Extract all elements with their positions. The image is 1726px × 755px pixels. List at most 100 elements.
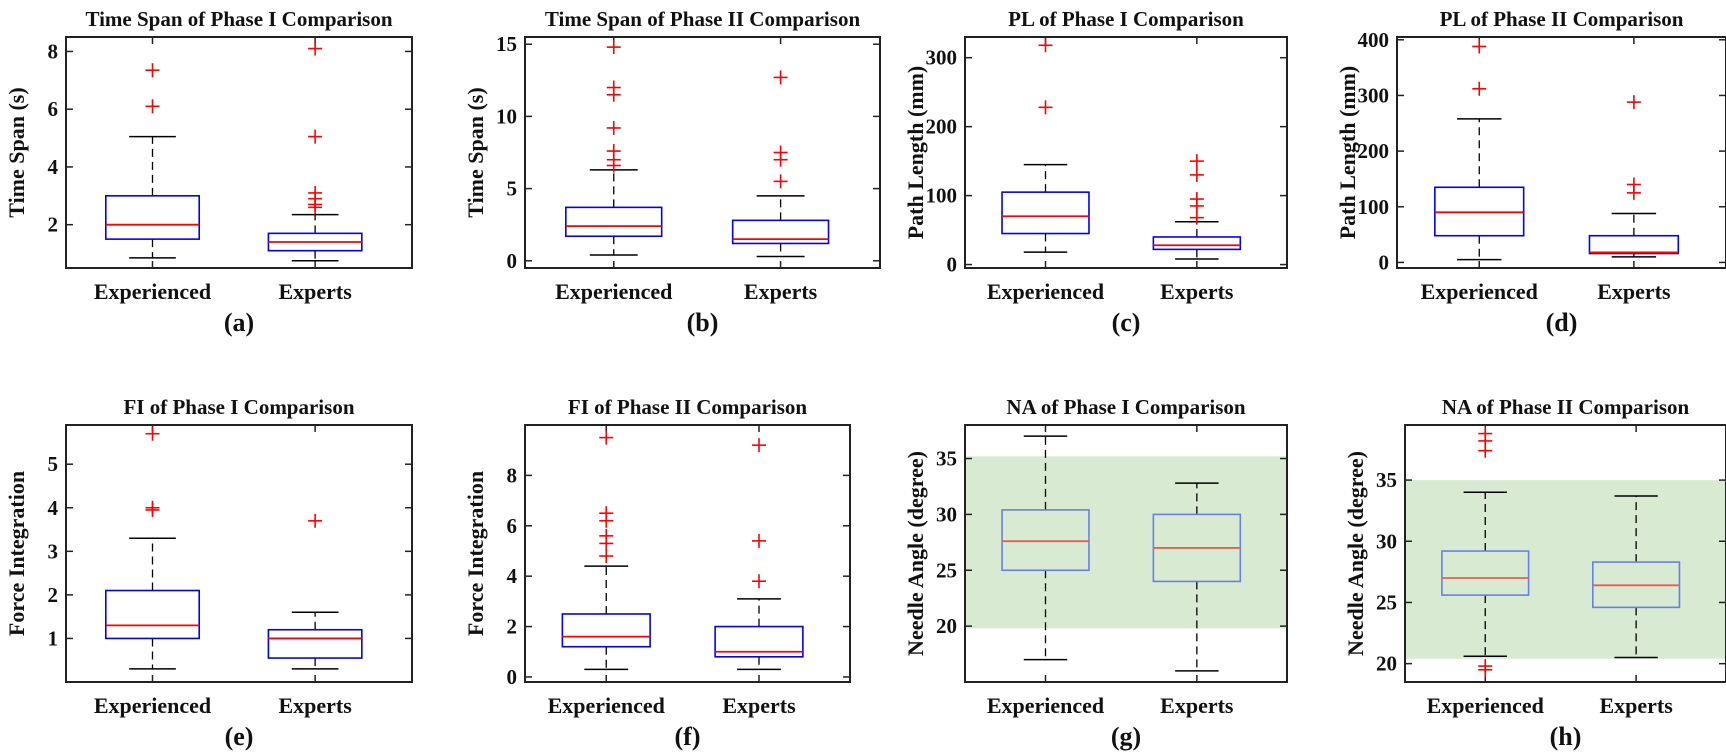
panel-3: 0 100 200 300 Experienced Experts PL of Phase … [903,7,1288,337]
y-tick-label: 0 [507,665,518,689]
y-tick-label: 200 [926,115,958,139]
y-tick-label: 3 [48,539,59,563]
iqr-box [104,195,201,240]
y-tick-label: 2 [48,213,59,237]
panel-letter: (c) [1112,308,1141,337]
outlier-point [1472,81,1487,96]
box-experienced [1001,38,1090,253]
y-tick-label: 30 [1376,529,1397,553]
y-tick-label: 400 [1358,28,1390,52]
box-experienced [561,430,651,671]
x-category-label: Experts [1597,279,1671,304]
box-experts [731,70,830,258]
outlier-point [606,80,621,95]
box-experienced [1441,426,1530,677]
outlier-point [606,120,621,135]
y-tick-label: 8 [48,39,59,63]
outlier-point [145,426,160,441]
outlier-point [1189,210,1204,225]
panel-letter: (h) [1550,722,1582,751]
outlier-point [1626,177,1641,192]
x-category-label: Experts [722,693,796,718]
iqr-box [1001,191,1090,235]
outlier-point [599,430,614,445]
y-axis-label: Needle Angle (degree) [1343,451,1368,656]
box-experienced [1434,39,1525,261]
x-category-label: Experienced [548,693,665,718]
y-axis-label: Time Span (s) [463,87,488,217]
iqr-box [731,219,830,245]
iqr-box [1152,236,1242,251]
y-tick-label: 30 [936,502,957,526]
box-experienced [104,63,201,259]
outlier-point [599,528,614,543]
x-category-label: Experts [278,693,352,718]
outlier-point [145,99,160,114]
axes-frame [65,424,413,683]
x-category-label: Experienced [987,279,1104,304]
y-tick-label: 0 [1379,250,1390,274]
panel-title: FI of Phase II Comparison [568,395,808,419]
y-tick-label: 2 [48,583,59,607]
y-tick-label: 1 [48,626,59,650]
box-experts [1591,495,1681,659]
iqr-box [1588,234,1680,255]
outlier-point [773,70,788,85]
x-category-label: Experienced [1421,279,1538,304]
box-experienced [565,40,663,256]
target-range-band [1405,480,1726,659]
panel-title: PL of Phase I Comparison [1008,7,1244,31]
x-category-label: Experts [744,279,818,304]
axes-frame [1404,424,1726,683]
box-experts [267,513,363,670]
y-tick-label: 35 [936,447,957,471]
panel-letter: (b) [687,308,719,337]
panel-8: 20 25 30 35 Experienced Experts NA of Phase II… [1343,395,1726,751]
panel-7: 20 25 30 35 Experienced Experts NA of Phase I … [903,395,1288,751]
x-category-label: Experienced [987,693,1104,718]
y-axis-label: Path Length (mm) [1335,66,1360,240]
outlier-point [1478,659,1493,674]
outlier-point [308,129,323,144]
y-tick-label: 0 [947,253,958,277]
y-axis-label: Path Length (mm) [903,66,928,240]
outlier-point [752,438,766,453]
axes-frame [964,36,1288,269]
iqr-box [561,613,651,648]
outlier-point [145,63,160,78]
y-tick-label: 20 [936,614,957,638]
panel-1: 2 4 6 8 Experienced Experts Time Span of Phase… [4,7,413,337]
outlier-point [1038,100,1053,115]
iqr-box [267,628,363,659]
y-tick-label: 100 [1358,195,1390,219]
iqr-box [565,206,663,238]
x-category-label: Experts [278,279,352,304]
y-tick-label: 20 [1376,652,1397,676]
outlier-point [1189,154,1204,169]
outlier-point [599,506,614,521]
box-experts [267,41,363,262]
panel-2: 0 5 10 15 Experienced Experts Time Span of Pha… [463,7,881,337]
y-tick-label: 100 [926,184,958,208]
axes-frame [1396,36,1726,269]
box-experienced [1001,435,1090,661]
iqr-box [714,625,804,658]
iqr-box [104,589,201,640]
panel-letter: (e) [225,722,254,751]
panel-letter: (f) [675,722,701,751]
x-category-label: Experienced [94,279,211,304]
y-axis-label: Force Integration [463,471,488,636]
outlier-point [773,145,788,160]
y-tick-label: 5 [507,177,518,201]
y-tick-label: 4 [48,155,59,179]
outlier-point [145,500,160,515]
y-axis-label: Force Integration [4,471,29,636]
panel-title: FI of Phase I Comparison [123,395,354,419]
outlier-point [606,144,621,159]
y-tick-label: 5 [48,452,59,476]
x-category-label: Experts [1160,693,1234,718]
outlier-point [599,549,614,564]
outlier-point [1189,192,1204,207]
panel-title: NA of Phase I Comparison [1006,395,1246,419]
